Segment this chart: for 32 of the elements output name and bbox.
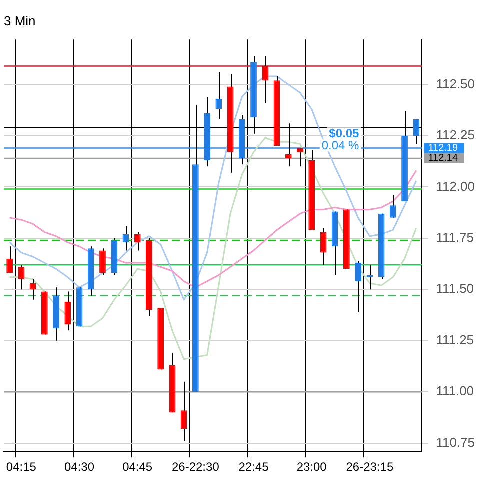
y-tick-label: 110.75	[436, 434, 475, 450]
candlestick	[320, 228, 327, 266]
x-tick-label: 22:45	[238, 460, 270, 474]
annotation: $0.05	[329, 126, 360, 141]
ref-line-label: 112.19	[428, 142, 458, 154]
x-tick-label: 04:30	[64, 460, 95, 474]
candlestick	[18, 264, 25, 290]
chart-title: 3 Min	[4, 13, 36, 28]
annotation: 0.04 %	[322, 138, 360, 153]
candlestick	[180, 381, 188, 442]
ref-line-label: 112.14	[428, 153, 458, 164]
x-tick-label: 04:45	[122, 460, 153, 474]
y-tick-label: 112.00	[436, 178, 475, 194]
x-tick-label: 26-23:15	[346, 460, 394, 474]
y-tick-label: 112.25	[436, 128, 475, 143]
candlestick	[6, 246, 14, 274]
y-tick-label: 111.50	[436, 281, 474, 296]
candlestick	[262, 56, 269, 104]
candlestick	[134, 232, 141, 252]
y-tick-label: 112.50	[436, 76, 475, 92]
candlestick	[100, 248, 106, 276]
candlestick	[355, 260, 362, 313]
candlestick	[216, 72, 222, 120]
candlestick	[297, 148, 304, 168]
y-tick-label: 111.00	[436, 384, 474, 399]
candlestick	[64, 291, 72, 332]
y-tick-label: 111.75	[436, 230, 474, 246]
y-tick-label: 111.25	[436, 332, 474, 348]
candlestick	[390, 194, 396, 218]
x-tick-label: 26-22:30	[172, 460, 220, 474]
x-tick-label: 04:15	[6, 460, 37, 474]
x-tick-label: 23:00	[296, 460, 328, 474]
